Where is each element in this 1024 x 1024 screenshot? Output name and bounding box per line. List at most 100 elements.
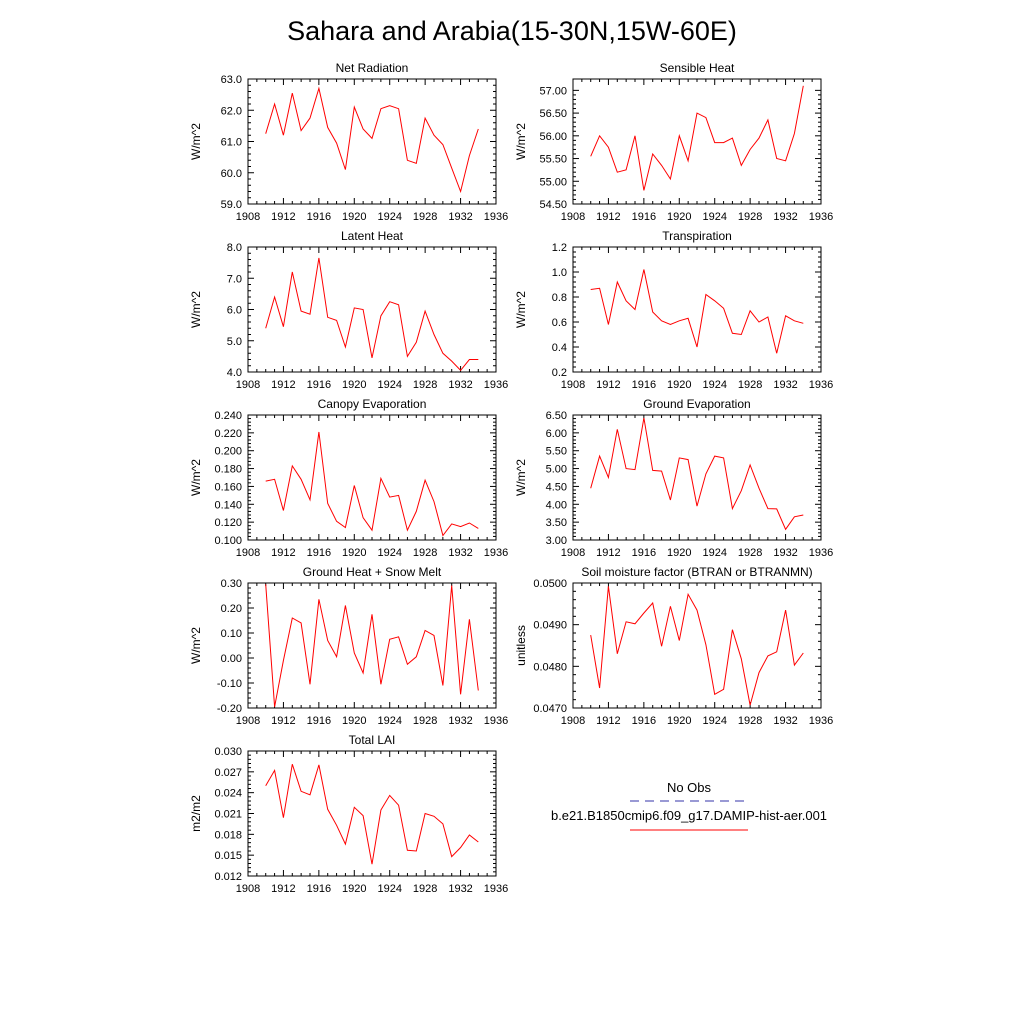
- y-tick-label: 0.024: [214, 788, 242, 800]
- panel-0: Net Radiation W/m^2 1908 1912 1916 1920 1924 19…: [189, 61, 508, 223]
- plot-frame: [572, 414, 822, 541]
- legend-label-model: b.e21.B1850cmip6.f09_g17.DAMIP-hist-aer.…: [551, 808, 827, 823]
- panel-title: Transpiration: [662, 229, 732, 243]
- x-tick-label: 1916: [307, 211, 331, 223]
- x-tick-label: 1928: [413, 211, 437, 223]
- x-tick-label: 1920: [342, 211, 366, 223]
- y-tick-label: 60.0: [221, 168, 242, 180]
- series-line: [265, 86, 479, 194]
- x-tick-label: 1908: [236, 715, 260, 727]
- panel-title: Ground Heat + Snow Melt: [303, 565, 442, 579]
- plot-frame: [572, 78, 822, 205]
- y-tick-label: 54.50: [539, 199, 567, 211]
- y-axis-label: W/m^2: [514, 291, 528, 328]
- x-tick-label: 1916: [632, 547, 656, 559]
- y-tick-label: 0.180: [214, 464, 242, 476]
- panel-title: Latent Heat: [341, 229, 404, 243]
- x-tick-label: 1916: [632, 211, 656, 223]
- plot-frame: [247, 78, 497, 205]
- x-tick-label: 1936: [809, 379, 833, 391]
- x-tick-label: 1916: [632, 379, 656, 391]
- x-tick-label: 1912: [596, 379, 620, 391]
- y-tick-label: 0.6: [552, 317, 567, 329]
- x-tick-label: 1932: [448, 883, 472, 895]
- x-tick-label: 1924: [702, 715, 726, 727]
- y-tick-label: 0.2: [552, 367, 567, 379]
- plot-frame: [572, 246, 822, 373]
- x-tick-label: 1912: [271, 883, 295, 895]
- x-tick-label: 1912: [271, 379, 295, 391]
- y-tick-label: 0.200: [214, 446, 242, 458]
- panel-7: Soil moisture factor (BTRAN or BTRANMN) u…: [514, 565, 833, 727]
- y-tick-label: 4.00: [546, 499, 567, 511]
- plot-frame: [247, 750, 497, 877]
- x-tick-label: 1908: [561, 211, 585, 223]
- x-tick-label: 1932: [773, 379, 797, 391]
- y-tick-label: 0.021: [214, 809, 242, 821]
- x-tick-label: 1920: [667, 715, 691, 727]
- y-tick-label: 0.20: [221, 603, 242, 615]
- y-tick-label: 0.030: [214, 746, 242, 758]
- x-tick-label: 1908: [236, 211, 260, 223]
- x-tick-label: 1936: [809, 211, 833, 223]
- x-tick-label: 1916: [307, 379, 331, 391]
- y-tick-label: 56.50: [539, 108, 567, 120]
- x-tick-label: 1916: [632, 715, 656, 727]
- y-tick-label: -0.20: [217, 703, 242, 715]
- panel-4: Canopy Evaporation W/m^2 1908 1912 1916 1920 1…: [189, 397, 508, 559]
- panels: Net Radiation W/m^2 1908 1912 1916 1920 1924 19…: [189, 61, 833, 895]
- x-tick-label: 1920: [342, 883, 366, 895]
- plot-frame: [247, 246, 497, 373]
- y-tick-label: 5.50: [546, 446, 567, 458]
- y-tick-label: 63.0: [221, 74, 242, 86]
- x-tick-label: 1924: [702, 547, 726, 559]
- y-tick-label: -0.10: [217, 678, 242, 690]
- y-tick-label: 4.50: [546, 481, 567, 493]
- y-tick-label: 5.00: [546, 464, 567, 476]
- series-line: [265, 257, 479, 372]
- y-tick-label: 6.0: [227, 305, 242, 317]
- x-tick-label: 1932: [448, 211, 472, 223]
- y-tick-label: 0.0490: [533, 620, 567, 632]
- y-tick-label: 0.10: [221, 628, 242, 640]
- x-tick-label: 1912: [596, 211, 620, 223]
- x-tick-label: 1932: [773, 715, 797, 727]
- y-tick-label: 59.0: [221, 199, 242, 211]
- legend: No Obs b.e21.B1850cmip6.f09_g17.DAMIP-hi…: [551, 780, 827, 831]
- y-tick-label: 3.50: [546, 517, 567, 529]
- x-tick-label: 1928: [413, 715, 437, 727]
- series-line: [590, 85, 804, 191]
- x-tick-label: 1920: [667, 211, 691, 223]
- y-axis-label: W/m^2: [189, 459, 203, 496]
- panel-title: Soil moisture factor (BTRAN or BTRANMN): [581, 565, 812, 579]
- x-tick-label: 1936: [484, 379, 508, 391]
- y-tick-label: 5.0: [227, 336, 242, 348]
- x-tick-label: 1916: [307, 883, 331, 895]
- plot-frame: [247, 582, 497, 709]
- y-tick-label: 0.100: [214, 535, 242, 547]
- x-tick-label: 1928: [413, 379, 437, 391]
- x-tick-label: 1932: [448, 379, 472, 391]
- x-tick-label: 1924: [377, 547, 401, 559]
- y-tick-label: 0.0500: [533, 578, 567, 590]
- x-tick-label: 1920: [342, 715, 366, 727]
- x-tick-label: 1928: [413, 883, 437, 895]
- x-tick-label: 1912: [596, 715, 620, 727]
- y-tick-label: 0.120: [214, 517, 242, 529]
- y-tick-label: 55.00: [539, 176, 567, 188]
- x-tick-label: 1928: [738, 379, 762, 391]
- x-tick-label: 1920: [667, 379, 691, 391]
- x-tick-label: 1924: [377, 211, 401, 223]
- x-tick-label: 1916: [307, 715, 331, 727]
- x-tick-label: 1932: [448, 715, 472, 727]
- panel-title: Sensible Heat: [660, 61, 735, 75]
- legend-label-obs: No Obs: [667, 780, 712, 795]
- x-tick-label: 1908: [236, 883, 260, 895]
- x-tick-label: 1912: [271, 715, 295, 727]
- x-tick-label: 1936: [484, 715, 508, 727]
- y-axis-label: W/m^2: [189, 123, 203, 160]
- x-tick-label: 1924: [377, 379, 401, 391]
- y-axis-label: W/m^2: [189, 627, 203, 664]
- y-tick-label: 6.50: [546, 410, 567, 422]
- x-tick-label: 1912: [271, 211, 295, 223]
